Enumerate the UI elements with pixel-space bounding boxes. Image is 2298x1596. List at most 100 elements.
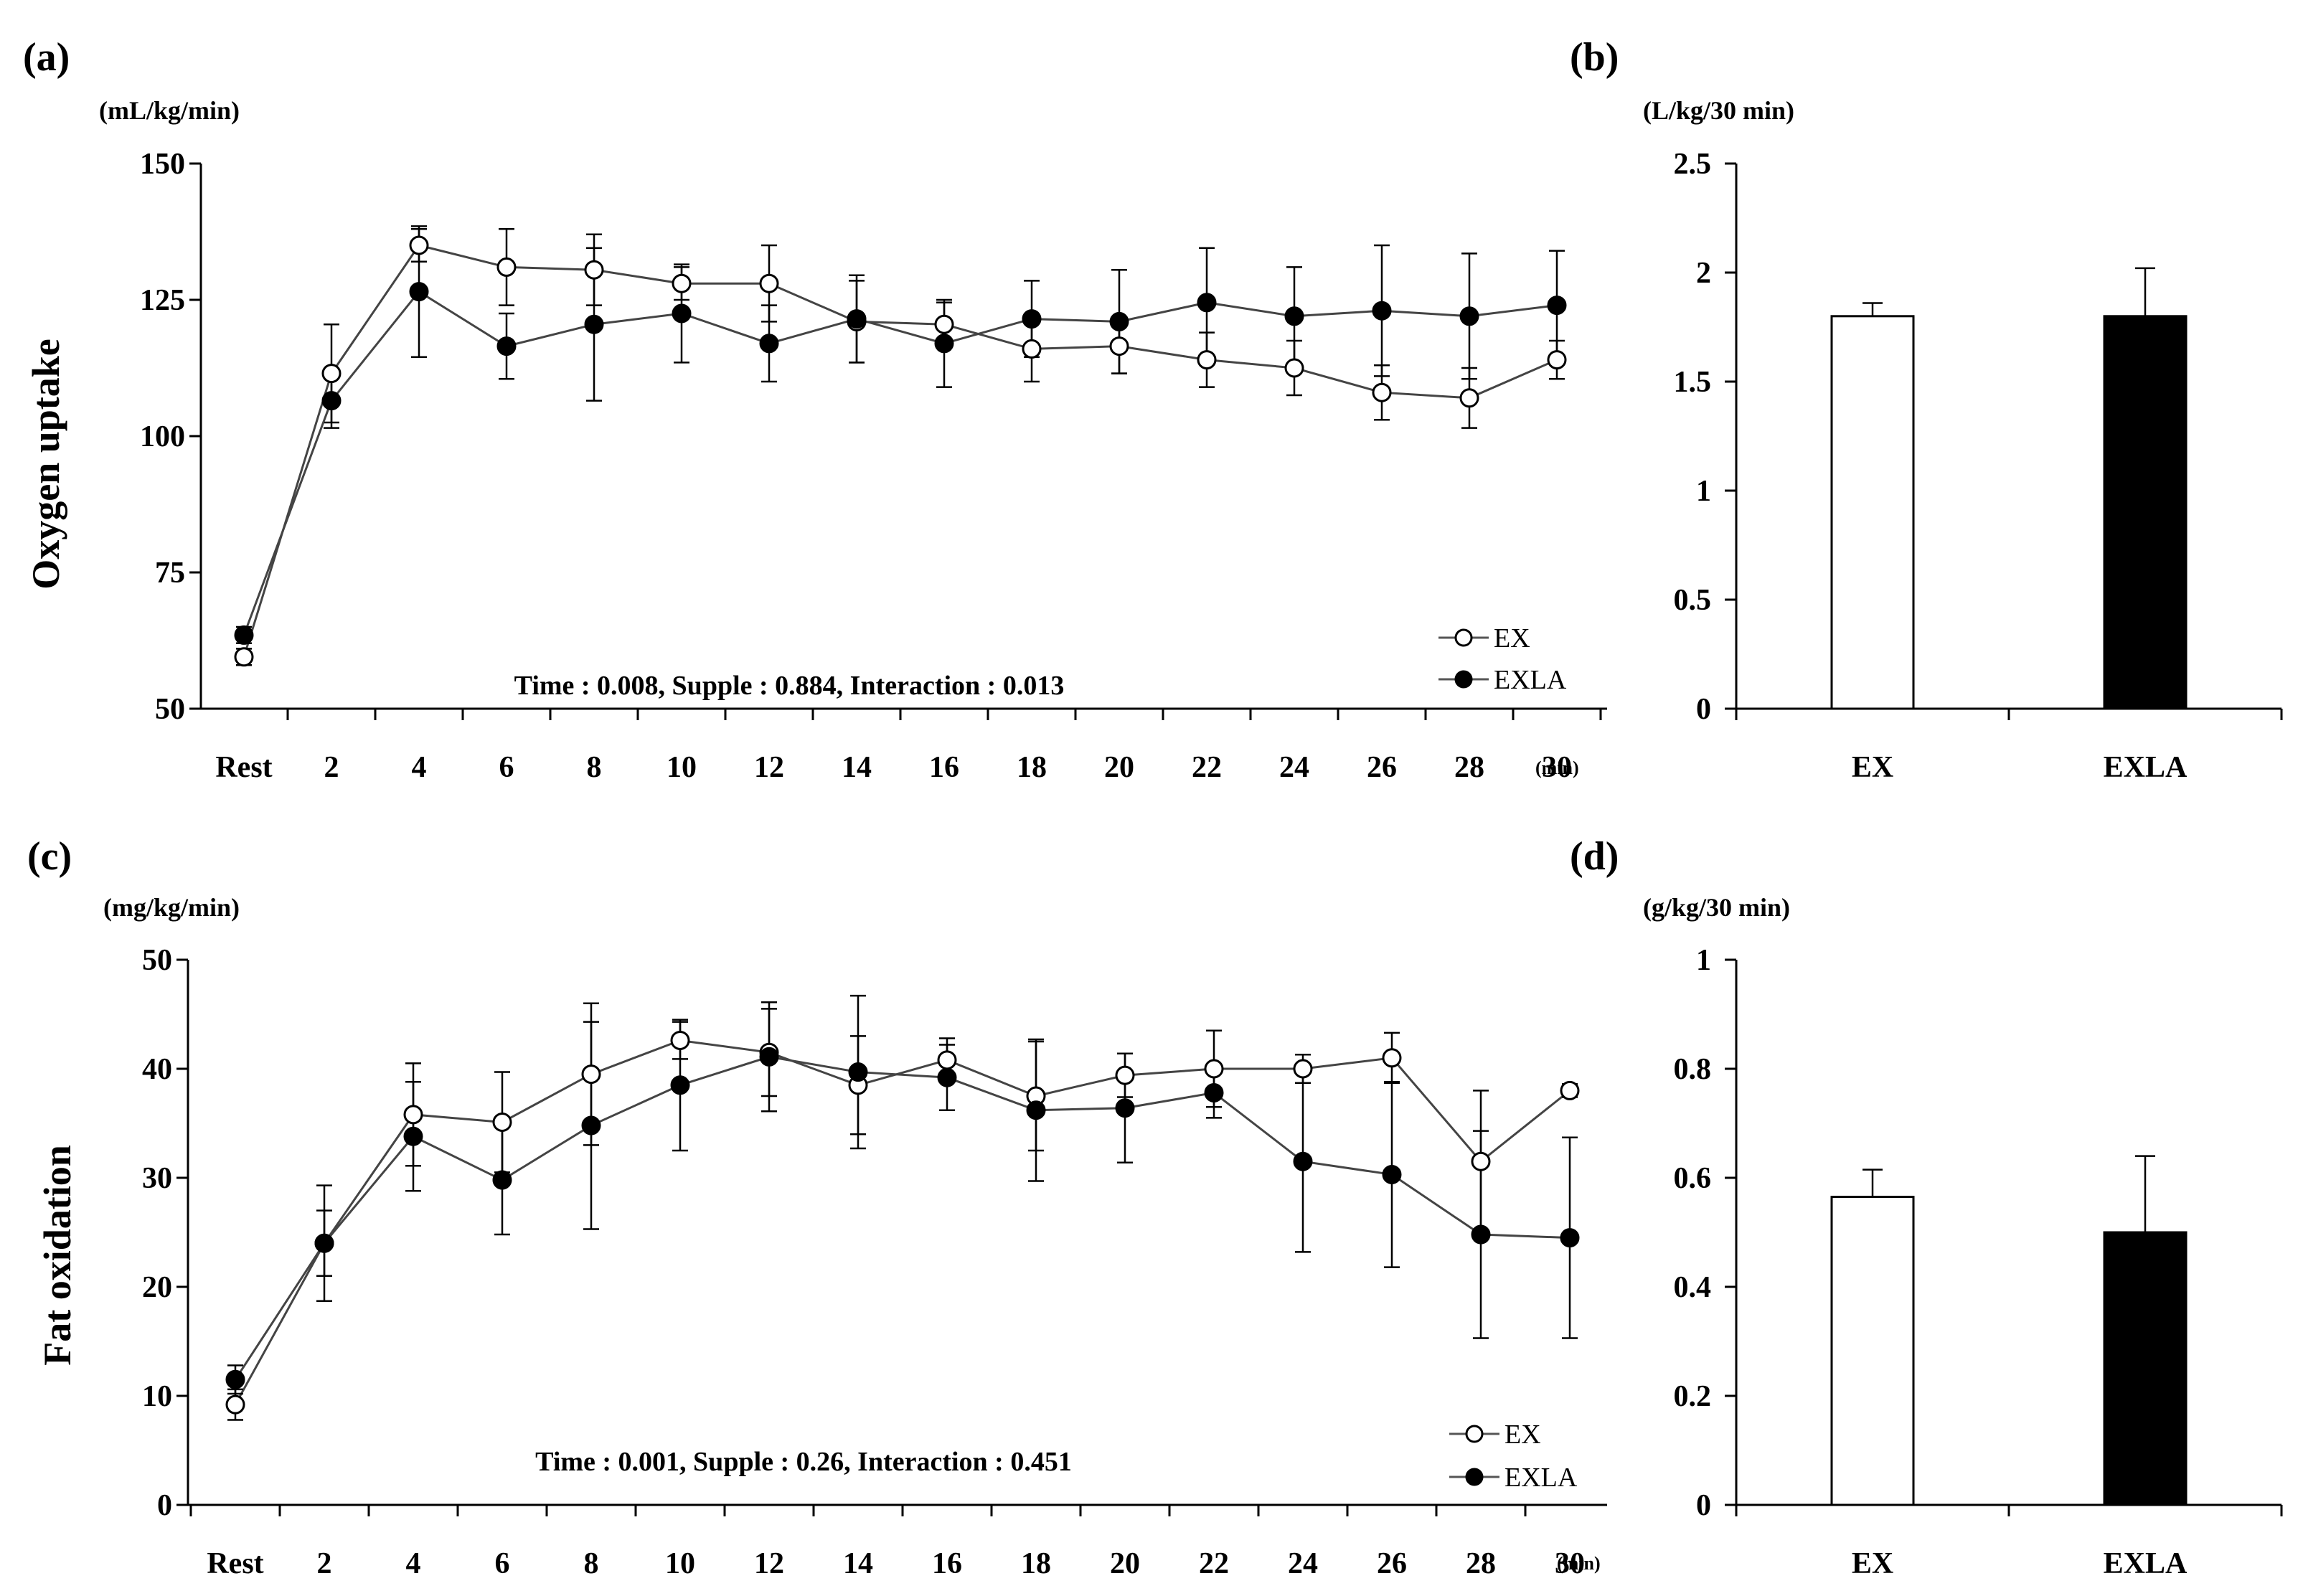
panel-a-stats-annotation: Time : 0.008, Supple : 0.884, Interactio… [514,671,1065,701]
c-series-exla-point [492,1170,512,1190]
a-series-exla-point [1197,293,1217,313]
a-x-tick-label: 28 [1454,751,1484,784]
c-series-exla-point [1471,1224,1491,1245]
panel-d-label: (d) [1570,834,1619,879]
panel-a-oxygen-uptake-line-chart: (a) (mL/kg/min) Oxygen uptake 50 75 100 125… [23,35,1607,784]
b-y-tick-label: 2 [1696,257,1711,290]
panel-a-unit-label: (mL/kg/min) [99,96,240,125]
panel-c-stats-annotation: Time : 0.001, Supple : 0.26, Interaction… [535,1447,1072,1477]
c-x-tick-label: 26 [1377,1547,1407,1580]
c-y-tick-label: 30 [142,1162,172,1195]
c-y-tick-label: 0 [157,1489,172,1522]
a-series-exla-point [321,391,342,411]
b-y-tick-label: 1 [1696,475,1711,508]
c-x-tick-label: Rest [207,1547,263,1580]
a-series-ex-point [759,273,779,293]
c-x-tick-label: 18 [1021,1547,1051,1580]
c-x-tick-label: 24 [1288,1547,1318,1580]
panel-c-unit-label: (mg/kg/min) [103,893,240,922]
a-series-ex-point [1197,350,1217,370]
panel-b-label: (b) [1570,35,1619,80]
a-x-tick-label: 22 [1192,751,1222,784]
d-y-tick-label: 0 [1696,1489,1711,1522]
c-series-exla-point [1026,1100,1046,1120]
a-series-ex-point [409,235,429,255]
panel-a-legend: EX EXLA [1438,623,1567,695]
c-series-ex-point [1560,1080,1580,1100]
a-x-tick-label: 18 [1017,751,1047,784]
a-series-ex-point [1022,339,1042,359]
b-y-tick-label: 2.5 [1674,148,1712,181]
a-series-ex-point [934,314,954,334]
d-bar-ex [1830,1196,1915,1506]
panel-b-unit-label: (L/kg/30 min) [1643,96,1794,125]
c-series-ex-point [937,1050,957,1070]
panel-c-fat-oxidation-line-chart: (c) (mg/kg/min) Fat oxidation 0 10 20 30 40 5… [27,834,1607,1580]
a-x-tick-label: 8 [587,751,602,784]
c-series-ex-point [1115,1065,1135,1085]
a-y-tick-label: 100 [140,420,185,453]
c-series-ex-point [581,1064,601,1085]
c-y-tick-label: 20 [142,1271,172,1304]
c-y-tick-label: 50 [142,944,172,977]
c-series-exla-line [234,1055,1571,1381]
c-x-tick-label: 2 [317,1547,332,1580]
legend-exla-marker [1465,1468,1484,1486]
c-series-exla-point [403,1126,423,1146]
c-series-exla-point [314,1233,334,1253]
panel-a-label: (a) [23,35,70,80]
c-y-tick-label: 10 [142,1380,172,1413]
a-x-tick-label: 4 [412,751,427,784]
b-x-tick-label: EXLA [2104,751,2188,784]
a-series-exla-point [759,334,779,354]
c-series-ex-point [1471,1151,1491,1171]
b-y-tick-label: 0.5 [1674,584,1712,617]
a-x-tick-label: 26 [1367,751,1397,784]
a-series-ex-point [1284,358,1304,378]
c-series-ex-point [1382,1048,1402,1068]
c-series-exla-point [1204,1082,1224,1102]
c-series-ex-point [1204,1059,1224,1079]
a-x-tick-label: 2 [324,751,339,784]
a-x-tick-label: 16 [929,751,959,784]
legend-ex-label: EX [1504,1420,1541,1450]
c-x-tick-label: 4 [406,1547,421,1580]
a-y-tick-label: 75 [155,557,185,590]
d-y-tick-label: 0.2 [1674,1380,1712,1413]
d-y-tick-label: 0.4 [1674,1271,1712,1304]
a-series-ex-point [496,257,517,277]
c-series-exla-point [670,1075,690,1095]
a-series-exla-point [934,334,954,354]
a-x-tick-label: Rest [215,751,272,784]
c-series-ex-point [225,1394,245,1415]
c-x-tick-label: 16 [932,1547,962,1580]
c-x-tick-label: 14 [843,1547,873,1580]
c-series-exla-point [1115,1098,1135,1118]
c-series-ex-point [403,1105,423,1125]
c-series-exla-point [937,1067,957,1087]
d-bar-exla [2103,1231,2188,1506]
c-series-exla-point [1560,1228,1580,1248]
a-series-exla-point [672,303,692,324]
a-series-exla-point [1109,311,1129,331]
legend-exla-label: EXLA [1494,665,1567,695]
a-series-ex-line [242,244,1558,658]
c-x-tick-label: 10 [665,1547,695,1580]
c-x-tick-label: 8 [584,1547,599,1580]
a-series-exla-point [496,336,517,356]
b-y-tick-label: 0 [1696,693,1711,726]
a-x-tick-label: 24 [1279,751,1309,784]
a-series-ex-point [234,647,254,667]
a-series-exla-point [1459,306,1479,326]
panel-c-label: (c) [27,834,72,879]
panel-a-y-axis-title: Oxygen uptake [24,339,67,590]
panel-c-legend: EX EXLA [1449,1420,1578,1493]
a-y-tick-label: 50 [155,693,185,726]
c-series-ex-line [234,1039,1571,1405]
a-series-exla-line [242,290,1558,636]
c-x-tick-label: 30 [1555,1547,1585,1580]
panel-d-unit-label: (g/kg/30 min) [1643,893,1790,922]
b-bar-exla [2103,315,2188,710]
a-series-exla-point [234,625,254,645]
